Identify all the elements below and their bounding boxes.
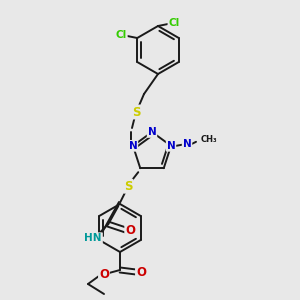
Text: Cl: Cl bbox=[116, 30, 127, 40]
Text: S: S bbox=[132, 106, 140, 118]
Text: O: O bbox=[136, 266, 146, 278]
Text: N: N bbox=[148, 127, 156, 137]
Text: S: S bbox=[124, 180, 133, 193]
Text: N: N bbox=[129, 141, 137, 151]
Text: N: N bbox=[183, 139, 191, 149]
Text: N: N bbox=[167, 141, 176, 151]
Text: O: O bbox=[125, 224, 135, 237]
Text: HN: HN bbox=[85, 233, 102, 243]
Text: O: O bbox=[99, 268, 109, 281]
Text: Cl: Cl bbox=[168, 18, 180, 28]
Text: CH₃: CH₃ bbox=[201, 135, 217, 144]
